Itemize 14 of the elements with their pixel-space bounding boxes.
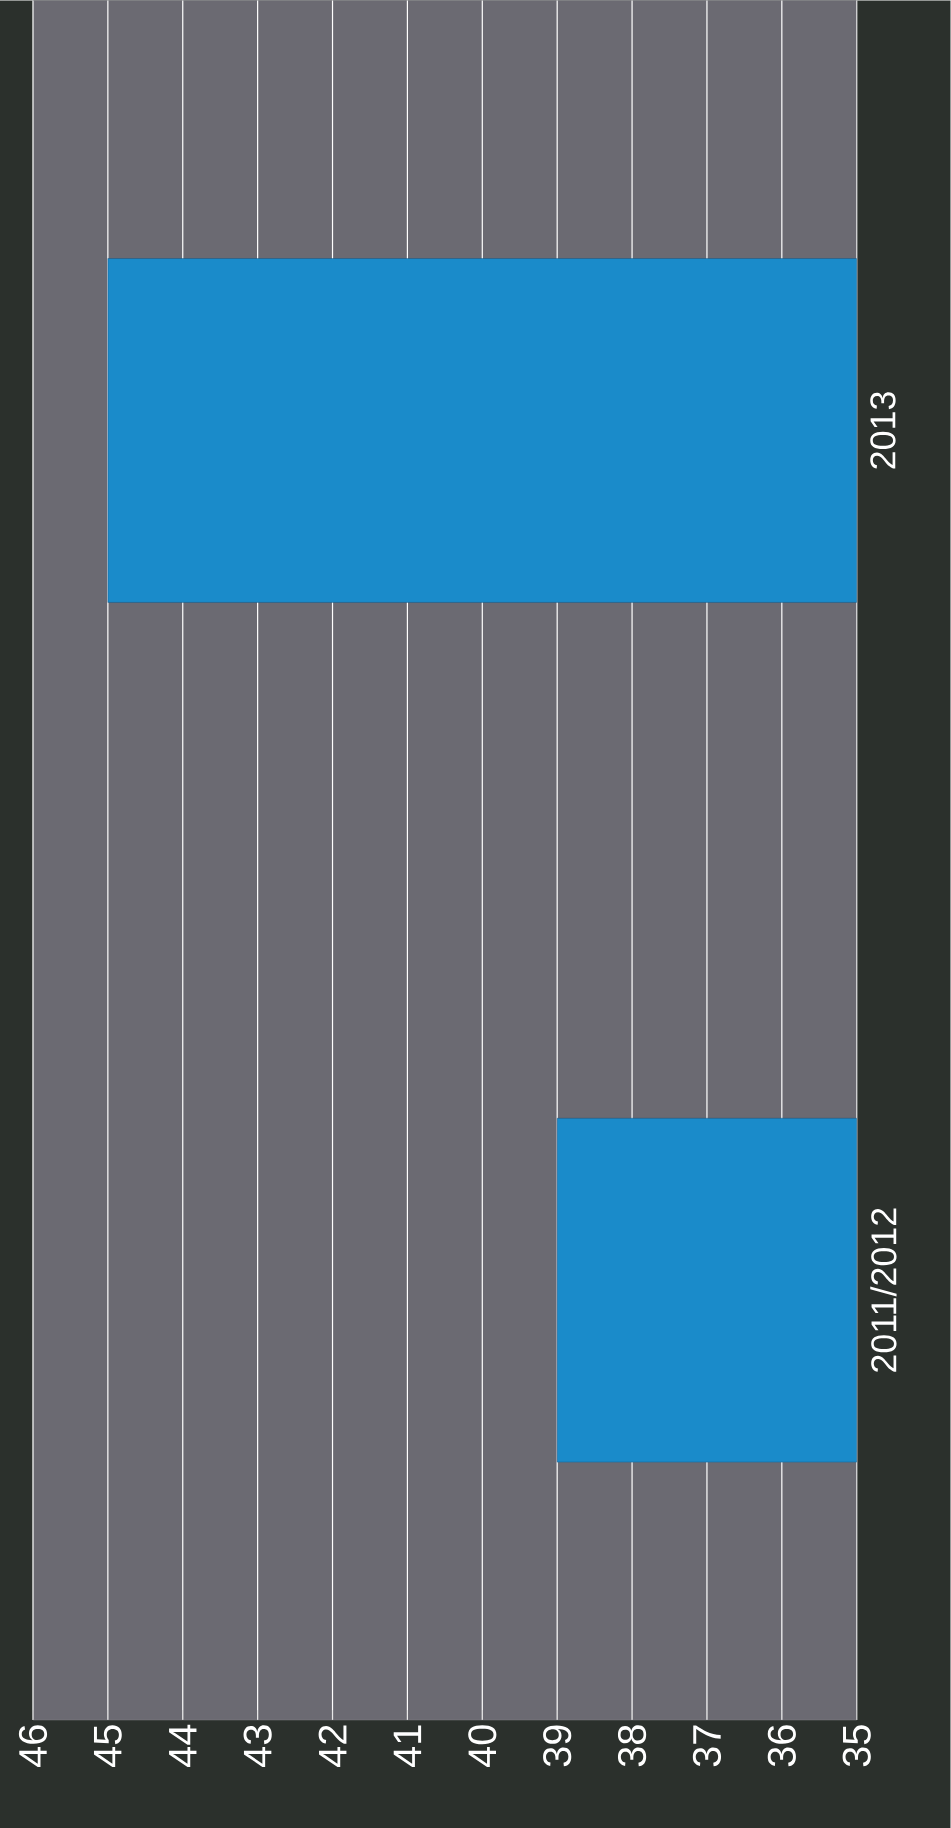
x-tick-label: 43 [243, 1725, 272, 1767]
x-tick-label: 42 [318, 1725, 347, 1767]
x-tick-label: 39 [543, 1725, 572, 1767]
x-tick-label: 46 [19, 1725, 48, 1767]
x-tick-label: 44 [169, 1724, 197, 1767]
x-tick-label: 37 [693, 1725, 722, 1767]
y-tick-label: 2013 [870, 392, 896, 469]
x-tick-label: 41 [393, 1725, 422, 1767]
x-tick-label: 35 [842, 1725, 871, 1767]
x-tick-label: 40 [468, 1725, 497, 1767]
y-tick-label: 2011/2012 [870, 1208, 897, 1372]
x-tick-label: 38 [618, 1725, 647, 1767]
x-tick-label: 36 [767, 1725, 797, 1767]
x-tick-label: 45 [94, 1725, 122, 1767]
